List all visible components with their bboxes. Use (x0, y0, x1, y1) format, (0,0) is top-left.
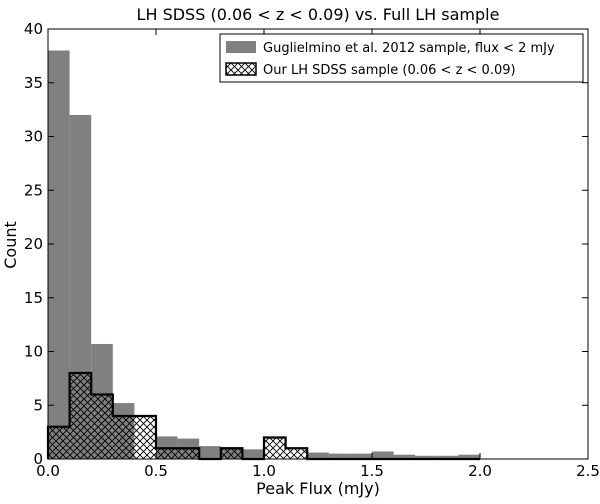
y-tick-label: 15 (24, 289, 43, 307)
bar-guglielmino (199, 446, 221, 459)
y-tick-label: 5 (33, 396, 43, 414)
x-tick-label: 0.5 (144, 462, 168, 480)
y-tick-label: 40 (24, 20, 43, 38)
x-tick-label: 0.0 (36, 462, 60, 480)
legend-box (219, 33, 584, 83)
y-tick-label: 25 (24, 181, 43, 199)
bar-guglielmino (307, 452, 329, 459)
bar-lh-sdss (91, 394, 113, 459)
y-tick-label: 0 (33, 450, 43, 468)
bar-lh-sdss (264, 437, 286, 459)
bar-lh-sdss (220, 448, 243, 459)
bar-guglielmino (458, 454, 480, 459)
legend: Guglielmino et al. 2012 sample, flux < 2… (219, 33, 584, 83)
lh-sdss-series (46, 371, 480, 461)
y-tick-label: 35 (24, 74, 43, 92)
bar-lh-sdss (48, 426, 70, 459)
bar-lh-sdss (112, 416, 135, 459)
bar-guglielmino (415, 455, 437, 459)
x-tick-label: 1.5 (360, 462, 384, 480)
legend-label-lh-sdss: Our LH SDSS sample (0.06 < z < 0.09) (263, 63, 516, 78)
bar-guglielmino (242, 449, 264, 459)
bar-guglielmino (350, 453, 372, 459)
x-tick-label: 2.0 (468, 462, 492, 480)
chart-title: LH SDSS (0.06 < z < 0.09) vs. Full LH sa… (137, 5, 500, 24)
bar-lh-sdss (156, 448, 178, 459)
bar-guglielmino (393, 454, 416, 459)
bar-lh-sdss (134, 416, 156, 459)
legend-swatch-guglielmino (226, 41, 256, 53)
x-axis-label: Peak Flux (mJy) (256, 479, 380, 498)
legend-label-guglielmino: Guglielmino et al. 2012 sample, flux < 2… (263, 41, 555, 56)
bar-lh-sdss (285, 448, 308, 459)
legend-swatch-lh-sdss (225, 62, 257, 76)
bar-guglielmino (48, 50, 70, 459)
y-tick-label: 20 (24, 235, 43, 253)
axis-ticks: 0.0 0.5 1.0 1.5 2.0 2.5 0 5 10 15 20 25 30 35 40 (24, 20, 600, 480)
x-tick-label: 1.0 (252, 462, 276, 480)
bar-lh-sdss (69, 373, 92, 459)
bar-lh-sdss (177, 448, 200, 459)
plot-frame (47, 28, 589, 460)
bar-guglielmino (328, 453, 351, 459)
bar-guglielmino (436, 455, 459, 459)
x-tick-label: 2.5 (576, 462, 600, 480)
bar-guglielmino (372, 451, 394, 459)
y-tick-label: 10 (24, 343, 43, 361)
y-axis-label: Count (1, 221, 20, 269)
y-tick-label: 30 (24, 128, 43, 146)
